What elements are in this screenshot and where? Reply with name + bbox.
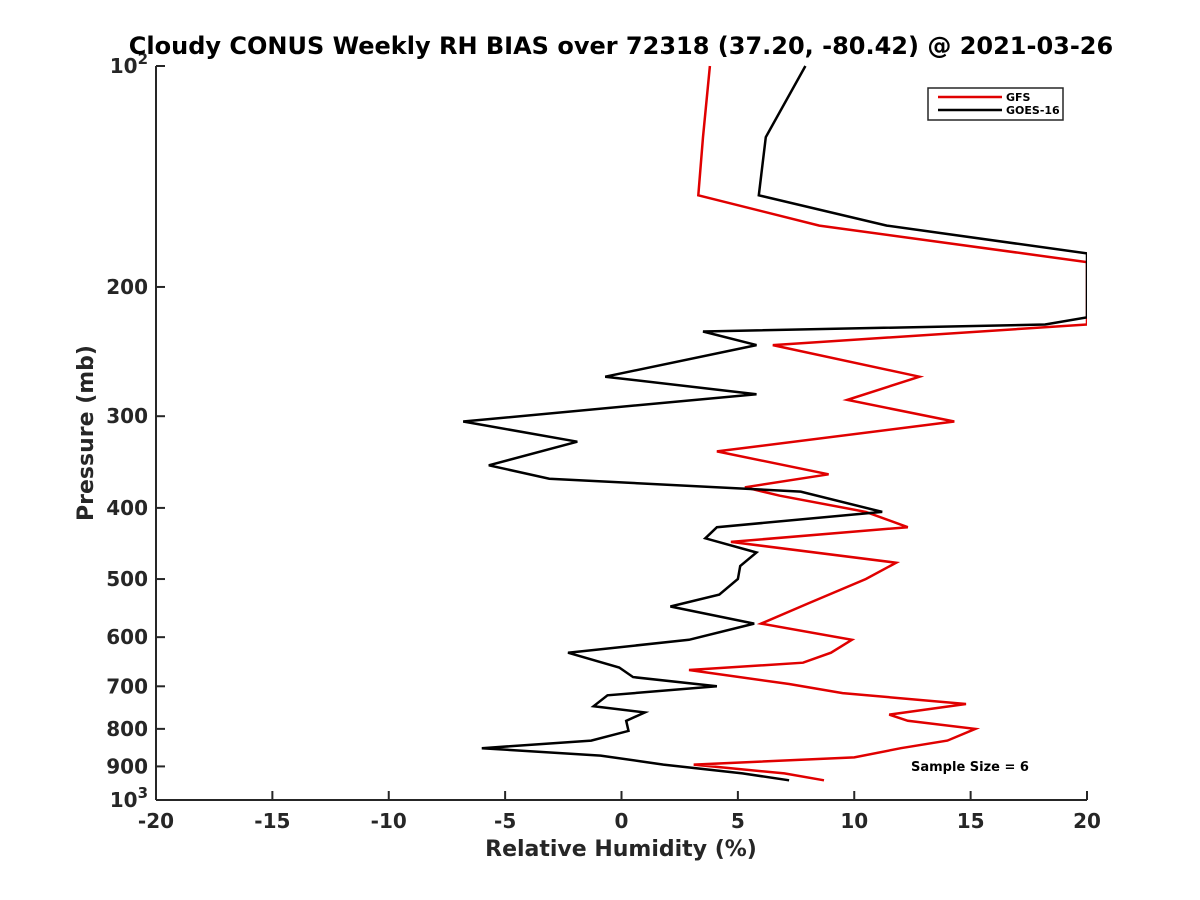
series-line-gfs	[688, 65, 1087, 782]
x-tick-label: 20	[1073, 809, 1101, 833]
series-layer	[462, 65, 1087, 782]
x-axis-title: Relative Humidity (%)	[485, 837, 757, 862]
x-tick-label: -10	[371, 809, 407, 833]
chart-title: Cloudy CONUS Weekly RH BIAS over 72318 (…	[129, 32, 1113, 60]
y-tick-label: 300	[106, 404, 148, 428]
legend-box	[927, 87, 1064, 121]
legend: GFS GOES-16	[927, 87, 1064, 121]
legend-label-goes16: GOES-16	[1006, 104, 1060, 117]
x-tick-label: -20	[138, 809, 174, 833]
y-tick-label: 600	[106, 625, 148, 649]
y-tick-label: 200	[106, 275, 148, 299]
y-tick-label: 103	[110, 784, 148, 812]
legend-label-gfs: GFS	[1006, 91, 1031, 104]
x-tick-label: 5	[731, 809, 745, 833]
y-tick-label: 400	[106, 496, 148, 520]
y-tick-label: 102	[110, 50, 148, 78]
y-axis-ticks: 102 200 300 400 500 600 700 800 900 103	[106, 50, 165, 812]
x-tick-label: -15	[254, 809, 290, 833]
y-axis-title: Pressure (mb)	[74, 345, 99, 521]
x-tick-label: 10	[840, 809, 868, 833]
y-tick-label: 900	[106, 754, 148, 778]
x-axis-ticks: -20 -15 -10 -5 0 5 10 15 20	[138, 791, 1101, 833]
sample-size-annotation: Sample Size = 6	[911, 760, 1029, 775]
y-tick-label: 800	[106, 717, 148, 741]
y-tick-label: 500	[106, 567, 148, 591]
x-tick-label: 15	[957, 809, 985, 833]
y-tick-label: 700	[106, 674, 148, 698]
x-tick-label: -5	[494, 809, 516, 833]
x-tick-label: 0	[615, 809, 629, 833]
series-line-goes16	[462, 65, 1087, 782]
